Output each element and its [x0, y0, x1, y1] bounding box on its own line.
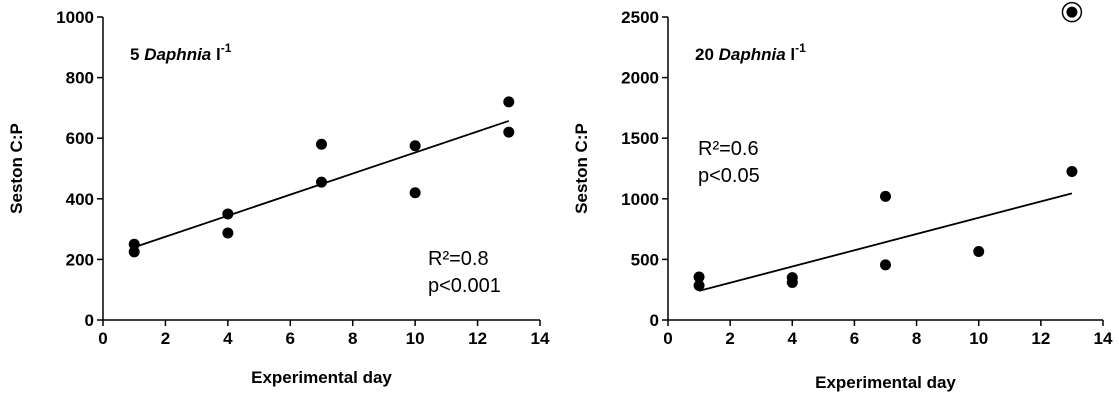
data-point [503, 96, 515, 108]
y-tick-label: 400 [66, 190, 94, 209]
stat-line: p<0.001 [428, 275, 501, 297]
x-tick-label: 2 [161, 329, 170, 348]
x-tick-label: 6 [850, 329, 859, 348]
chart-panel-1: 0 200 400 600 800 1000 0 2 4 6 8 10 12 14 Experimental… [7, 8, 550, 387]
stat-line: R²=0.6 [698, 138, 759, 160]
x-tick-label: 14 [1094, 329, 1113, 348]
stat-line: R²=0.8 [428, 248, 489, 270]
data-point [409, 187, 421, 199]
data-point [222, 208, 234, 220]
y-tick-label: 1000 [621, 190, 659, 209]
x-tick-label: 4 [788, 329, 798, 348]
y-tick-label: 200 [66, 250, 94, 269]
x-tick-label: 0 [663, 329, 672, 348]
outlier-point [1066, 6, 1078, 18]
stat-line: p<0.05 [698, 165, 760, 187]
x-tick-label: 10 [406, 329, 425, 348]
x-axis-title: Experimental day [815, 373, 956, 392]
data-point [409, 140, 421, 152]
panel-label: 5 Daphnia l-1 [130, 41, 232, 64]
x-tick-label: 2 [725, 329, 734, 348]
data-point [1066, 166, 1078, 178]
x-tick-label: 8 [912, 329, 921, 348]
x-tick-label: 4 [223, 329, 233, 348]
x-tick-label: 10 [969, 329, 988, 348]
trend-line [698, 192, 1073, 292]
y-tick-label: 0 [85, 311, 94, 330]
data-point [316, 138, 327, 150]
panel-label-prefix: 5 [130, 45, 144, 64]
x-axis-title: Experimental day [251, 368, 392, 387]
x-tick-label: 12 [468, 329, 487, 348]
data-point [973, 246, 985, 258]
y-tick-label: 500 [631, 250, 659, 269]
data-point [222, 227, 234, 239]
data-point [880, 190, 891, 202]
panel-label-italic: Daphnia [144, 45, 211, 64]
data-point [693, 279, 705, 291]
y-tick-label: 800 [66, 69, 94, 88]
x-tick-label: 0 [98, 329, 107, 348]
panel-label-suffix: l [211, 45, 220, 64]
data-point [316, 176, 327, 188]
y-axis-title: Seston C:P [7, 123, 26, 214]
y-tick-label: 2000 [621, 69, 659, 88]
y-tick-label: 600 [66, 129, 94, 148]
chart-panel-2: 0 500 1000 1500 2000 2500 0 2 4 6 8 10 12 14 Experimen… [572, 1, 1113, 392]
x-tick-label: 8 [348, 329, 357, 348]
x-tick-label: 14 [531, 329, 550, 348]
panel-label-italic: Daphnia [719, 45, 786, 64]
y-axis-title: Seston C:P [572, 123, 591, 214]
data-point [503, 126, 515, 138]
x-tick-label: 12 [1031, 329, 1050, 348]
panel-label-superscript: -1 [795, 41, 806, 55]
panel-label: 20 Daphnia l-1 [695, 41, 806, 64]
x-tick-label: 6 [286, 329, 295, 348]
data-point [128, 246, 140, 258]
panel-label-prefix: 20 [695, 45, 719, 64]
y-tick-label: 1000 [56, 8, 94, 27]
panel-label-suffix: l [786, 45, 795, 64]
data-point [128, 238, 140, 250]
data-point [880, 259, 891, 271]
y-tick-label: 0 [650, 311, 659, 330]
data-point [693, 271, 705, 283]
y-tick-label: 2500 [621, 8, 659, 27]
data-point [786, 276, 798, 288]
y-tick-label: 1500 [621, 129, 659, 148]
panel-label-superscript: -1 [221, 41, 232, 55]
